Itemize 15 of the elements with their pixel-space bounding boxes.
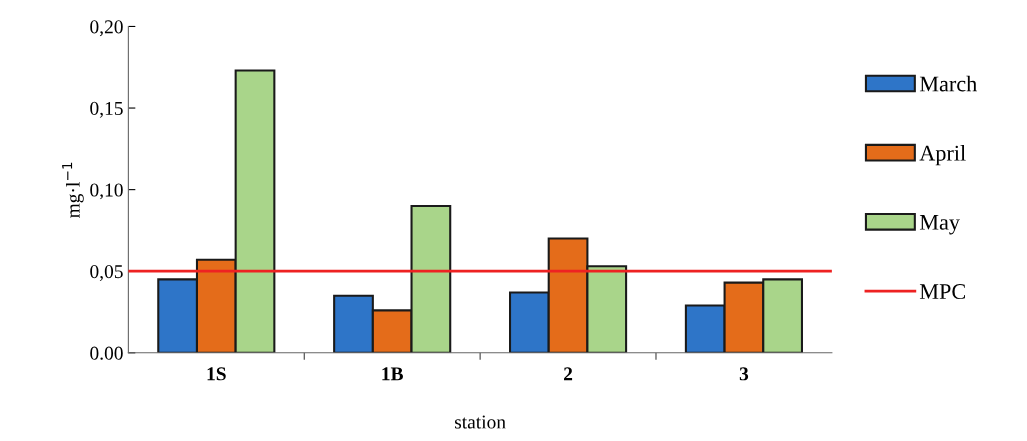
legend-label: April	[919, 145, 966, 166]
legend-label: May	[919, 215, 960, 235]
x-tick-label: 1B	[382, 367, 403, 381]
legend-label: March	[919, 75, 977, 92]
y-tick-label: 0,05	[90, 265, 123, 281]
y-tick-label: 0,10	[90, 183, 123, 200]
y-tick-label: 0,20	[90, 20, 123, 37]
x-axis-title: station	[455, 415, 506, 429]
legend-label: MPC	[919, 284, 965, 300]
x-tick-label: 1S	[207, 367, 226, 381]
y-axis-title: mg·l$^{−1}$	[62, 162, 84, 218]
y-tick-label: 0.00	[90, 346, 123, 360]
y-tick-label: 0,15	[90, 101, 123, 118]
x-tick-label: 2	[564, 367, 573, 381]
x-tick-label: 3	[739, 367, 749, 381]
